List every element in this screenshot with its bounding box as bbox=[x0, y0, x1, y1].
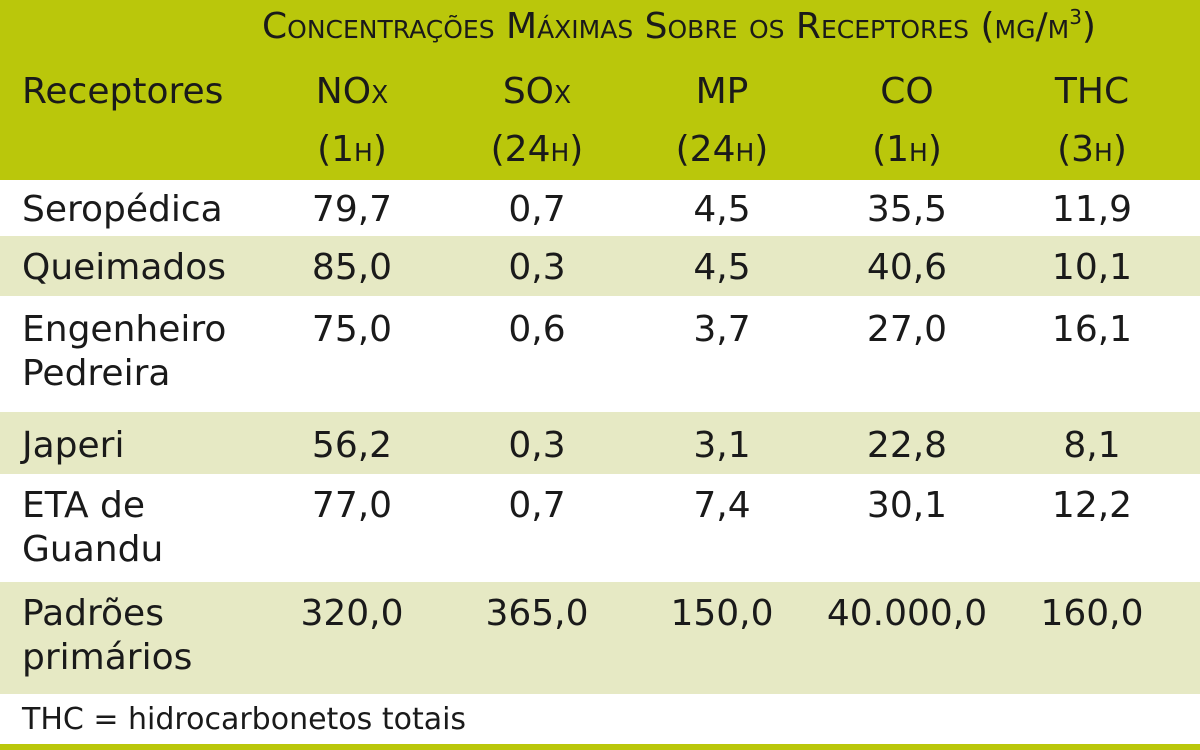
table-row-queimados: Queimados 85,0 0,3 4,5 40,6 10,1 bbox=[0, 236, 1200, 296]
table-title: Concentrações Máximas Sobre os Receptore… bbox=[262, 5, 1096, 47]
value-nox: 85,0 bbox=[311, 247, 393, 288]
value-co: 40.000,0 bbox=[826, 593, 988, 634]
value-thc: 160,0 bbox=[1040, 593, 1144, 634]
bottom-rule bbox=[0, 744, 1200, 750]
value-mp: 3,7 bbox=[693, 309, 751, 350]
value-co: 30,1 bbox=[866, 485, 948, 526]
value-sox: 0,3 bbox=[508, 247, 566, 288]
table-row-padroes-primarios: Padrões primários 320,0 365,0 150,0 40.0… bbox=[0, 582, 1200, 694]
value-nox: 79,7 bbox=[311, 189, 393, 230]
row-label: Seropédica bbox=[22, 189, 223, 230]
value-sox: 0,3 bbox=[508, 425, 566, 466]
table-row-seropedica: Seropédica 79,7 0,7 4,5 35,5 11,9 bbox=[0, 180, 1200, 236]
value-mp: 7,4 bbox=[693, 485, 751, 526]
value-thc: 12,2 bbox=[1051, 485, 1133, 526]
header-period-co: (1h) bbox=[872, 129, 942, 170]
value-thc: 11,9 bbox=[1051, 189, 1133, 230]
value-mp: 4,5 bbox=[693, 189, 751, 230]
row-label: Engenheiro Pedreira bbox=[22, 309, 227, 394]
value-thc: 10,1 bbox=[1051, 247, 1133, 288]
header-period-nox: (1h) bbox=[317, 129, 387, 170]
value-co: 27,0 bbox=[866, 309, 948, 350]
header-period-mp: (24h) bbox=[675, 129, 769, 170]
header-pollutant-co: CO bbox=[880, 71, 934, 112]
table-row-eta-de-guandu: ETA de Guandu 77,0 0,7 7,4 30,1 12,2 bbox=[0, 474, 1200, 582]
header-pollutant-sox: SOx bbox=[502, 71, 572, 112]
value-sox: 0,7 bbox=[508, 485, 566, 526]
header-period-thc: (3h) bbox=[1057, 129, 1127, 170]
value-nox: 320,0 bbox=[300, 593, 404, 634]
value-nox: 77,0 bbox=[311, 485, 393, 526]
value-co: 35,5 bbox=[866, 189, 948, 230]
value-co: 40,6 bbox=[866, 247, 948, 288]
value-mp: 3,1 bbox=[693, 425, 751, 466]
header-period-sox: (24h) bbox=[490, 129, 584, 170]
value-mp: 150,0 bbox=[670, 593, 774, 634]
value-sox: 0,7 bbox=[508, 189, 566, 230]
row-label: ETA de Guandu bbox=[22, 485, 164, 570]
value-sox: 365,0 bbox=[485, 593, 589, 634]
value-thc: 16,1 bbox=[1051, 309, 1133, 350]
row-label: Queimados bbox=[22, 247, 227, 288]
row-label: Padrões primários bbox=[22, 593, 193, 678]
value-sox: 0,6 bbox=[508, 309, 566, 350]
value-nox: 56,2 bbox=[311, 425, 393, 466]
table-header: Concentrações Máximas Sobre os Receptore… bbox=[0, 0, 1200, 180]
value-mp: 4,5 bbox=[693, 247, 751, 288]
value-co: 22,8 bbox=[866, 425, 948, 466]
table-row-engenheiro-pedreira: Engenheiro Pedreira 75,0 0,6 3,7 27,0 16… bbox=[0, 296, 1200, 412]
value-nox: 75,0 bbox=[311, 309, 393, 350]
header-pollutant-mp: MP bbox=[695, 71, 749, 112]
header-receptores: Receptores bbox=[22, 71, 224, 112]
header-pollutant-thc: THC bbox=[1054, 71, 1130, 112]
table-footnote: THC = hidrocarbonetos totais bbox=[22, 702, 467, 737]
row-label: Japeri bbox=[22, 425, 125, 466]
header-pollutant-nox: NOx bbox=[315, 71, 389, 112]
table-row-japeri: Japeri 56,2 0,3 3,1 22,8 8,1 bbox=[0, 412, 1200, 474]
value-thc: 8,1 bbox=[1063, 425, 1121, 466]
